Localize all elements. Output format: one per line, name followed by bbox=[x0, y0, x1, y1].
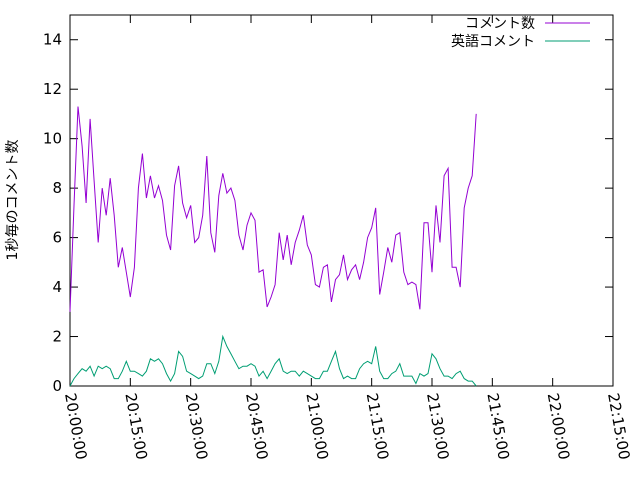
x-tick-label: 20:45:00 bbox=[242, 392, 271, 461]
y-tick-label: 6 bbox=[52, 229, 62, 247]
y-tick-label: 14 bbox=[43, 31, 62, 49]
x-tick-label: 22:00:00 bbox=[544, 392, 573, 461]
series-line-1 bbox=[69, 334, 477, 387]
x-tick-label: 20:00:00 bbox=[61, 392, 90, 461]
x-axis-ticks: 20:00:00 20:15:00 20:30:00 20:45:00 21:00:00… bbox=[61, 15, 633, 461]
y-tick-label: 2 bbox=[52, 328, 62, 346]
y-axis-ticks: 0 2 4 6 8 10 12 14 bbox=[43, 31, 613, 395]
x-tick-label: 20:15:00 bbox=[121, 392, 150, 461]
x-tick-label: 21:30:00 bbox=[423, 392, 452, 461]
series-line-0 bbox=[69, 106, 477, 312]
x-tick-label: 22:15:00 bbox=[604, 392, 633, 461]
legend-label-1: 英語コメント bbox=[451, 33, 535, 50]
y-tick-label: 8 bbox=[52, 179, 62, 197]
y-tick-label: 4 bbox=[52, 278, 62, 296]
y-axis-label: 1秒毎のコメント数 bbox=[5, 140, 21, 261]
x-tick-label: 20:30:00 bbox=[182, 392, 211, 461]
x-tick-label: 21:45:00 bbox=[483, 392, 512, 461]
x-tick-label: 21:00:00 bbox=[302, 392, 331, 461]
series-lines bbox=[69, 106, 477, 387]
y-tick-label: 12 bbox=[43, 80, 62, 98]
y-tick-label: 0 bbox=[52, 377, 62, 395]
x-tick-label: 21:15:00 bbox=[363, 392, 392, 461]
legend-label-0: コメント数 bbox=[465, 16, 535, 32]
plot-frame bbox=[69, 14, 614, 387]
y-tick-label: 10 bbox=[43, 130, 62, 148]
